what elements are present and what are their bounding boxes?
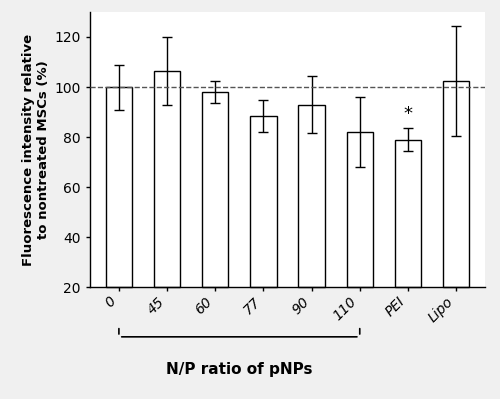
Bar — [154, 71, 180, 287]
Bar — [346, 132, 373, 287]
Bar — [394, 140, 421, 287]
Text: *: * — [404, 105, 412, 123]
Bar — [443, 81, 469, 287]
Bar — [250, 116, 276, 287]
Bar — [298, 105, 325, 287]
Bar — [202, 92, 228, 287]
Bar — [106, 87, 132, 287]
Y-axis label: Fluorescence intensity relative
to nontreated MSCs (%): Fluorescence intensity relative to nontr… — [22, 34, 50, 266]
Text: N/P ratio of pNPs: N/P ratio of pNPs — [166, 361, 312, 377]
